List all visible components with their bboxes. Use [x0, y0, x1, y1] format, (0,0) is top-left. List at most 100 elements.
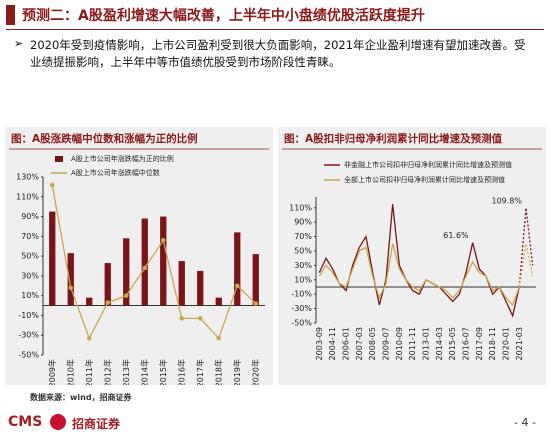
panel: [5, 127, 273, 385]
marker: [142, 265, 148, 271]
x-tick-label: 2007-03: [355, 327, 364, 360]
bullet-text: 2020年受到疫情影响，上市公司盈利受到很大负面影响，2021年企业盈利增速有望…: [30, 38, 526, 69]
marker: [86, 335, 92, 341]
x-tick-label: 2014年: [139, 359, 149, 385]
header: 预测二：A股盈利增速大幅改善，上半年中小盘绩优股活跃度提升: [0, 0, 550, 30]
x-tick-label: 2011-11: [408, 327, 417, 360]
x-tick-label: 2018年: [213, 359, 223, 385]
x-tick-label: 2008-05: [368, 327, 377, 360]
y-tick-label: -30%: [18, 331, 39, 340]
y-tick-label: 90%: [294, 218, 312, 227]
x-tick-label: 2006-01: [342, 327, 351, 360]
logo-icon: [50, 414, 66, 430]
line: [51, 184, 257, 340]
legend-label: A股上市公司年涨跌幅中位数: [71, 168, 160, 177]
bar: [252, 254, 259, 306]
x-tick-label: 2016年: [176, 359, 186, 385]
chart-title: 图：A股涨跌幅中位数和涨幅为正的比例: [11, 132, 198, 145]
y-tick-label: 30%: [21, 271, 39, 280]
marker: [197, 316, 203, 321]
y-tick-label: 130%: [16, 173, 39, 182]
marker: [253, 301, 259, 306]
y-tick-label: 10%: [21, 291, 39, 300]
x-tick-label: 2003-09: [315, 327, 324, 360]
x-tick-label: 2018-11: [488, 327, 497, 360]
marker: [234, 283, 240, 289]
bar: [160, 216, 167, 306]
chart-left: 图：A股涨跌幅中位数和涨幅为正的比例 -50% -30% -10% 10% 30% 50% 7…: [5, 127, 273, 385]
logo: CMS: [8, 414, 43, 430]
bar: [215, 297, 222, 306]
y-tick-label: 110%: [289, 203, 312, 212]
y-tick-label: -30%: [291, 304, 312, 313]
marker: [49, 182, 55, 188]
y-tick-label: -50%: [18, 351, 39, 360]
line: [318, 243, 520, 307]
bullet-marker: ➢: [14, 37, 24, 50]
legend-swatch: [55, 156, 63, 162]
y-tick-label: 90%: [21, 212, 39, 221]
x-tick-label: 2019年: [232, 359, 242, 385]
x-tick-label: 2011年: [84, 359, 94, 385]
x-tick-label: 2014-03: [435, 327, 444, 360]
y-tick-label: -10%: [291, 290, 312, 299]
x-tick-label: 2012年: [102, 359, 112, 385]
bar: [104, 263, 111, 306]
bar: [141, 218, 148, 306]
company: 招商证券: [72, 417, 121, 431]
x-tick-label: 2009年: [47, 359, 57, 385]
y-tick-label: 50%: [21, 252, 39, 261]
bar: [49, 211, 56, 306]
chart-right: 图：A股扣非归母净利润累计同比增速及预测值 -50% -30% -10% 10% 30% 5…: [278, 127, 546, 385]
source: 数据来源：wind，招商证券: [30, 393, 132, 402]
header-rule: [6, 29, 544, 30]
x-tick-label: 2021-03: [515, 327, 524, 360]
y-tick-label: 30%: [294, 261, 312, 270]
page-number: - 4 -: [514, 416, 536, 429]
legend-label: 非金融上市公司扣非归母净利润累计同比增速及预测值: [344, 160, 512, 169]
legend-label: 全部上市公司扣非归母净利润累计同比增速及预测值: [344, 175, 505, 184]
x-tick-label: 2004-11: [328, 327, 337, 360]
marker: [105, 300, 111, 305]
marker: [160, 237, 166, 243]
bar: [123, 238, 130, 306]
x-tick-label: 2015-05: [448, 327, 457, 360]
data-label: 61.6%: [443, 231, 469, 240]
header-title: 预测二：A股盈利增速大幅改善，上半年中小盘绩优股活跃度提升: [22, 8, 425, 24]
x-tick-label: 2020年: [250, 359, 260, 385]
bar: [86, 297, 93, 306]
x-tick-label: 2020-01: [502, 327, 511, 360]
y-tick-label: 70%: [21, 232, 39, 241]
x-tick-label: 2017年: [195, 359, 205, 385]
header-block: [6, 5, 15, 25]
panel: [278, 127, 546, 385]
marker: [216, 335, 222, 341]
x-tick-label: 2009-07: [382, 327, 391, 360]
y-tick-label: -10%: [18, 311, 39, 320]
marker: [179, 316, 185, 321]
bar: [67, 253, 74, 306]
forecast-line: [518, 243, 534, 288]
y-tick-label: 110%: [16, 192, 39, 201]
bar: [234, 232, 241, 306]
marker: [123, 293, 129, 298]
x-tick-label: 2010年: [65, 359, 75, 385]
y-tick-label: 70%: [294, 232, 312, 241]
footer: CMS 招商证券 - 4 -: [0, 408, 550, 438]
forecast-line: [518, 207, 534, 288]
x-tick-label: 2017-09: [475, 327, 484, 360]
x-tick-label: 2010-09: [395, 327, 404, 360]
legend-label: A股上市公司年涨跌幅为正的比例: [71, 154, 174, 163]
marker: [68, 285, 74, 291]
data-label: 109.8%: [491, 196, 522, 205]
bar: [197, 270, 204, 306]
x-tick-label: 2016-07: [462, 327, 471, 360]
chart-title: 图：A股扣非归母净利润累计同比增速及预测值: [284, 132, 503, 145]
x-tick-label: 2013年: [121, 359, 131, 385]
y-tick-label: -50%: [291, 319, 312, 328]
x-tick-label: 2015年: [158, 359, 168, 385]
bar: [178, 261, 185, 306]
x-tick-label: 2013-01: [422, 327, 431, 360]
y-tick-label: 10%: [294, 275, 312, 284]
